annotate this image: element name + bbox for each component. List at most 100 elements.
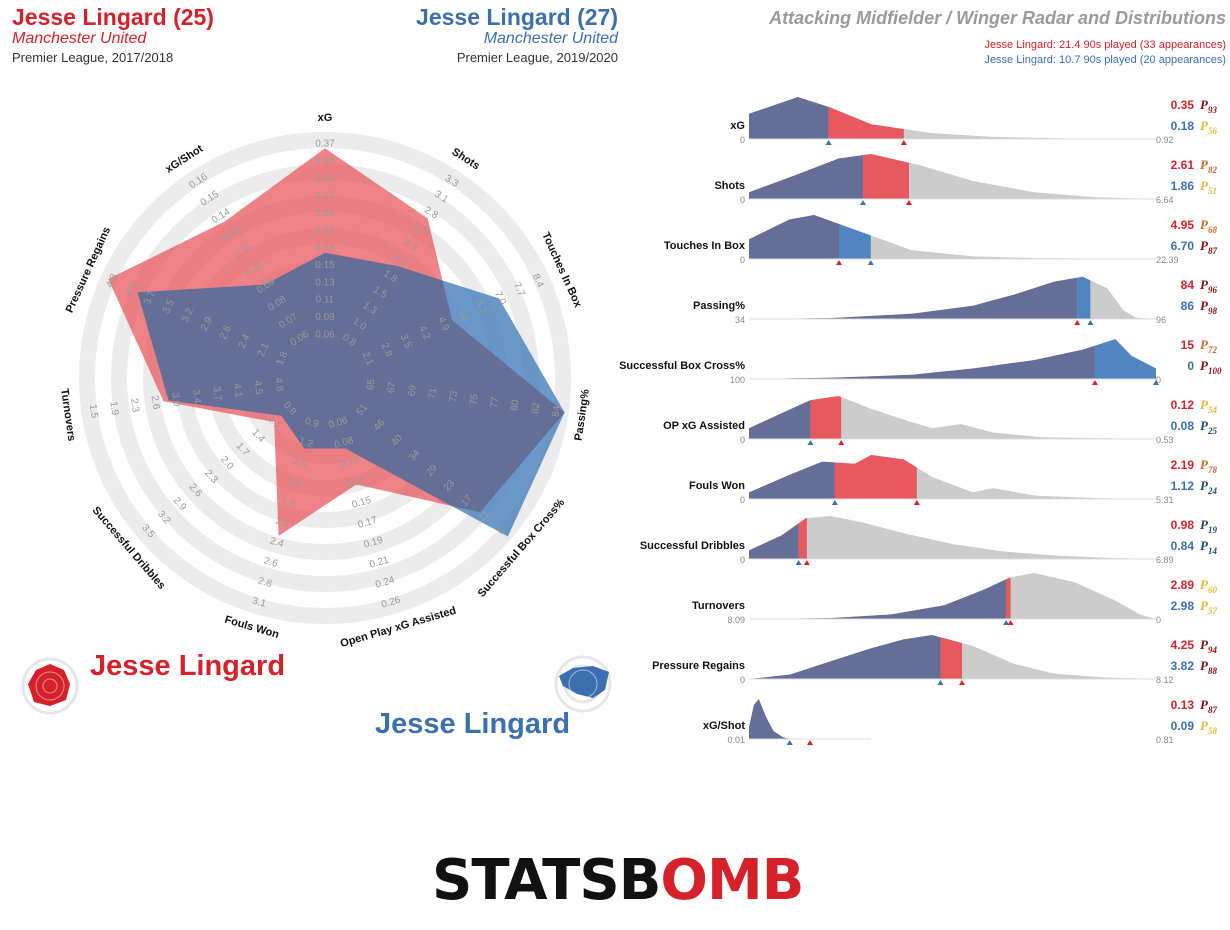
distribution-min-label: 34 <box>735 315 745 325</box>
player2-value-label: 6.70 <box>1171 239 1195 253</box>
percentile-label: P68 <box>1200 217 1217 235</box>
radar-tick-label: 2.4 <box>237 332 253 350</box>
distribution-overlap-fill <box>749 699 790 739</box>
radar-tick-label: 2.6 <box>263 556 280 571</box>
player1-competition: Premier League, 2017/2018 <box>12 50 174 65</box>
logo-text-red: OMB <box>660 848 804 913</box>
radar-tick-label: 0.12 <box>345 475 367 491</box>
percentile-value: 58 <box>1208 726 1218 736</box>
percentile-label: P57 <box>1200 598 1217 616</box>
percentile-value: 88 <box>1208 666 1218 676</box>
distribution-marker <box>831 500 838 505</box>
radar-tick-label: 1.8 <box>275 350 291 368</box>
distribution-min-label: 0 <box>740 555 745 565</box>
radar-tick-label: 1.4 <box>292 456 309 471</box>
radar-tick-label: 0.27 <box>315 191 335 202</box>
distribution-curve <box>749 516 1156 559</box>
player1-value-label: 4.25 <box>1171 638 1195 652</box>
player2-value-label: 0.08 <box>1171 419 1195 433</box>
radar-tick-label: 2.6 <box>149 395 162 411</box>
radar-tick-label: 73 <box>448 390 461 403</box>
radar-tick-label: 2.6 <box>218 324 234 342</box>
player1-value-label: 84 <box>1181 278 1195 292</box>
distribution-max-label: 5.31 <box>1156 495 1174 505</box>
player2-legend-label: Jesse Lingard <box>375 708 571 740</box>
percentile-value: 54 <box>1208 405 1218 415</box>
radar-tick-label: 1.9 <box>107 401 120 417</box>
radar-tick-label: 0.15 <box>315 260 335 271</box>
distribution-metric-label: Fouls Won <box>689 480 745 492</box>
radar-tick-label: 69 <box>406 384 419 397</box>
distribution-diff-fill <box>810 396 842 439</box>
player1-legend-label: Jesse Lingard <box>90 650 286 682</box>
distribution-curve <box>749 396 1156 439</box>
distribution-row: OP xG Assisted 0 0.53 0.12 0.08 P54 P25 <box>663 396 1218 445</box>
player1-value-label: 0.13 <box>1171 698 1195 712</box>
player1-value-label: 0.98 <box>1171 518 1195 532</box>
radar-tick-label: 4.1 <box>231 383 244 399</box>
player1-value-label: 4.95 <box>1171 218 1195 232</box>
distribution-metric-label: xG/Shot <box>703 720 746 732</box>
radar-tick-label: 4.3 <box>104 272 120 290</box>
radar-tick-label: 67 <box>386 381 399 394</box>
radar-tick-label: 3.5 <box>397 333 413 351</box>
distribution-diff-fill <box>1094 339 1156 379</box>
radar-tick-label: 3.4 <box>190 389 203 405</box>
radar-tick-label: 0.06 <box>327 415 349 431</box>
radar-tick-label: 2.8 <box>257 575 274 590</box>
distribution-marker <box>1074 320 1081 325</box>
distribution-marker <box>867 260 874 265</box>
distribution-max-label: 8.12 <box>1156 675 1174 685</box>
statsbomb-logo: STATSBOMB <box>432 853 804 909</box>
distribution-metric-label: Passing% <box>693 300 745 312</box>
radar-tick-label: 71 <box>427 387 440 400</box>
distribution-metric-label: Shots <box>714 180 745 192</box>
distribution-row: Fouls Won 0 5.31 2.19 1.12 P78 P24 <box>689 455 1218 505</box>
radar-tick-label: 3.1 <box>251 595 268 610</box>
distribution-row: Successful Box Cross% 100 0 15 0 P72 P100 <box>619 337 1222 385</box>
radar-tick-label: 4.9 <box>435 315 451 333</box>
percentile-value: 57 <box>1208 606 1218 616</box>
percentile-value: 82 <box>1208 165 1218 175</box>
distribution-min-label: 0 <box>740 495 745 505</box>
percentile-label: P58 <box>1200 718 1217 736</box>
radar-tick-label: 77 <box>489 396 502 409</box>
radar-tick-label: 8.4 <box>530 272 546 290</box>
distribution-marker <box>1091 380 1098 385</box>
distribution-overlap-fill <box>749 97 829 139</box>
distribution-marker <box>905 200 912 205</box>
percentile-value: 56 <box>1208 126 1218 136</box>
distribution-diff-fill <box>798 516 807 559</box>
distribution-overlap-fill <box>749 455 835 499</box>
player2-club: Manchester United <box>483 30 618 47</box>
percentile-label: P72 <box>1200 337 1217 355</box>
radar-tick-label: 2.8 <box>378 341 394 359</box>
distribution-metric-label: xG <box>730 120 745 132</box>
percentile-label: P25 <box>1200 418 1217 436</box>
distribution-overlap-fill <box>749 215 839 259</box>
radar-axis-label: xG <box>318 112 333 124</box>
distribution-diff-fill <box>940 635 963 679</box>
player2-legend-radar-icon <box>554 655 612 713</box>
distribution-chart: xG 0 0.92 0.35 0.18 P93 P56 Shots 0 6.64 2.61 1.86 P… <box>619 97 1222 745</box>
distribution-diff-fill <box>863 154 909 199</box>
player2-value-label: 1.12 <box>1171 479 1195 493</box>
radar-tick-label: 7.7 <box>511 281 527 299</box>
distribution-marker <box>807 440 814 445</box>
player2-value-label: 0.09 <box>1171 719 1195 733</box>
percentile-value: 51 <box>1208 186 1217 196</box>
distribution-marker <box>795 560 802 565</box>
radar-tick-label: 3.7 <box>142 289 158 307</box>
percentile-value: 60 <box>1208 585 1218 595</box>
player2-value-label: 0.84 <box>1171 539 1195 553</box>
radar-tick-label: 2.1 <box>256 341 272 359</box>
distribution-row: Successful Dribbles 0 6.89 0.98 0.84 P19 P14 <box>640 516 1217 565</box>
percentile-value: 78 <box>1208 465 1218 475</box>
distribution-marker <box>838 440 845 445</box>
percentile-value: 72 <box>1208 345 1218 355</box>
player2-value-label: 0 <box>1187 359 1194 373</box>
distribution-marker <box>803 560 810 565</box>
distribution-max-label: 96 <box>1156 315 1166 325</box>
distribution-metric-label: Successful Box Cross% <box>619 360 745 372</box>
distribution-min-label: 0 <box>740 195 745 205</box>
